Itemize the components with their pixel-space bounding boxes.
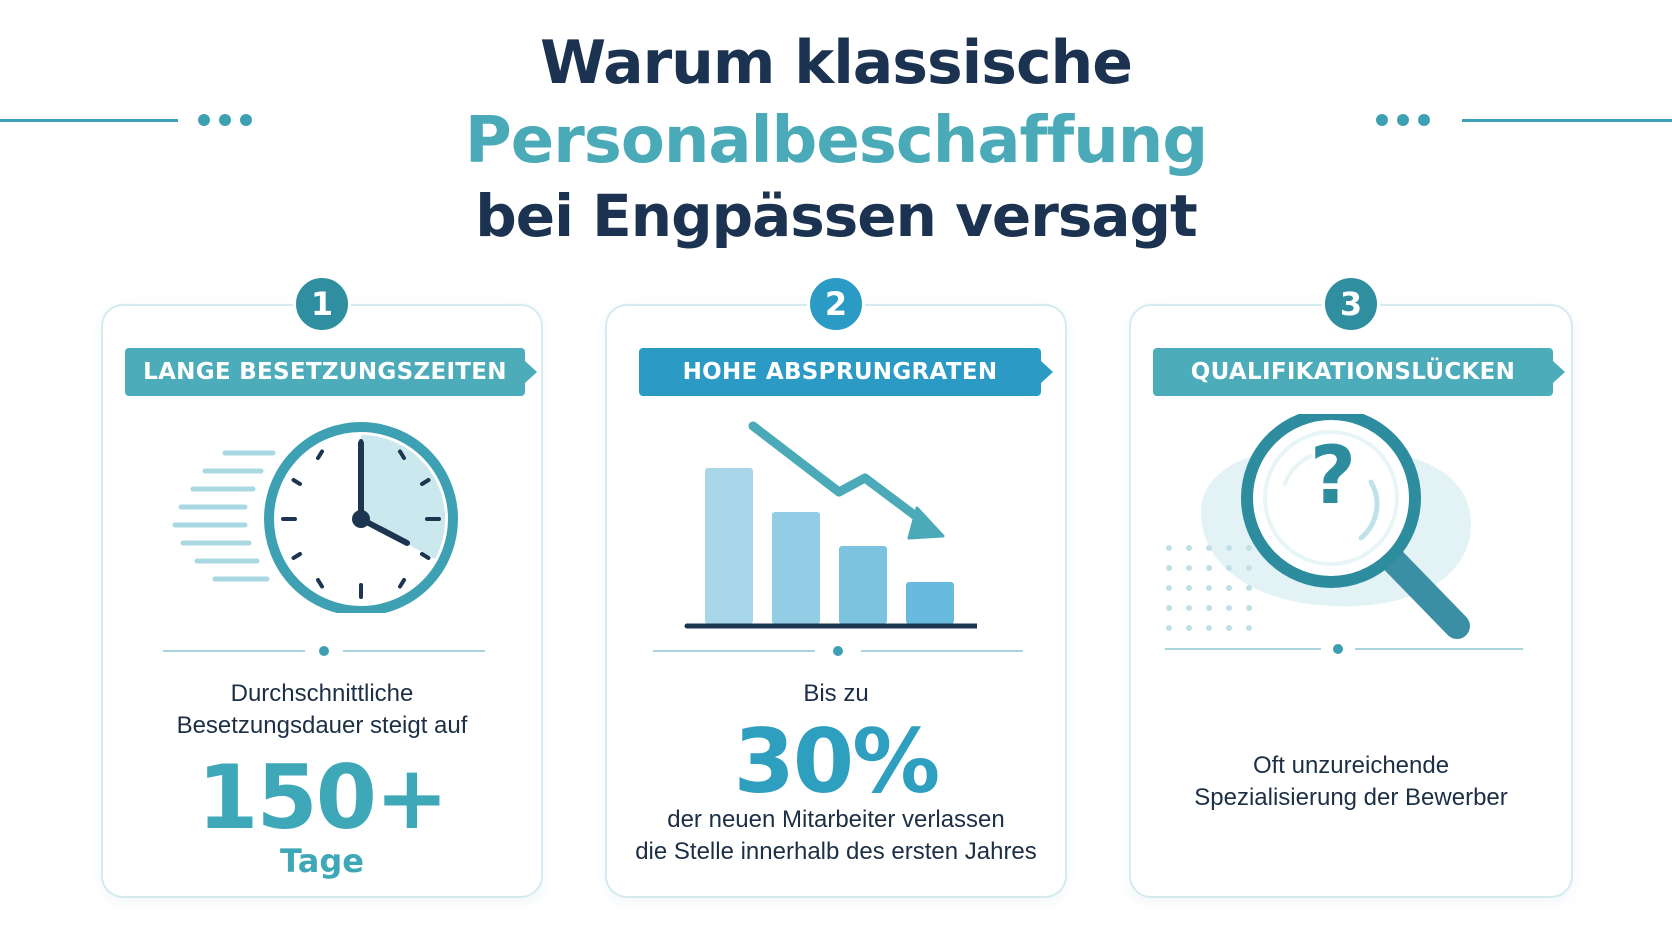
card-high-dropout: 2 HOHE ABSPRUNGRATEN Bis zu 30% der neue… xyxy=(605,275,1067,898)
clock-icon xyxy=(172,422,458,613)
step-number-badge: 2 xyxy=(807,275,865,333)
card-text-line-1: Oft unzureichende xyxy=(1252,752,1450,779)
title-line-3: bei Engpässen versagt xyxy=(475,182,1198,250)
card-label-banner: HOHE ABSPRUNGRATEN xyxy=(639,348,1053,396)
question-mark-glyph: ? xyxy=(1309,429,1357,522)
stat-value: 150+ xyxy=(197,746,448,849)
card-text-line-2: die Stelle innerhalb des ersten Jahres xyxy=(635,838,1037,865)
header-dots-right xyxy=(1376,114,1430,126)
divider-dot xyxy=(1333,644,1343,654)
step-number-badge: 3 xyxy=(1322,275,1380,333)
card-text-pre: Bis zu xyxy=(803,680,869,707)
divider-right xyxy=(1355,648,1523,650)
declining-bar-chart-icon xyxy=(684,421,977,629)
card-text-line-2: Besetzungsdauer steigt auf xyxy=(176,712,468,739)
divider-left xyxy=(653,650,815,652)
card-skill-gaps: 3 QUALIFIKATIONSLÜCKEN ? Oft unzureichen… xyxy=(1129,275,1573,898)
title-line-1: Warum klassische xyxy=(540,28,1133,98)
card-long-vacancy: 1 LANGE BESETZUNGSZEITEN xyxy=(101,275,543,898)
divider-dot xyxy=(319,646,329,656)
header-rule-right xyxy=(1462,119,1672,122)
divider-dot xyxy=(833,646,843,656)
stat-unit: Tage xyxy=(280,842,364,880)
stat-value: 30% xyxy=(733,710,941,813)
divider-right xyxy=(343,650,485,652)
step-number-badge: 1 xyxy=(293,275,351,333)
card-text-line-2: Spezialisierung der Bewerber xyxy=(1194,784,1508,811)
magnifier-question-icon xyxy=(1166,414,1471,639)
divider-left xyxy=(163,650,305,652)
card-text-line-1: Durchschnittliche xyxy=(230,680,414,707)
divider-left xyxy=(1165,648,1321,650)
header-dots-left xyxy=(198,114,252,126)
divider-right xyxy=(861,650,1023,652)
header-rule-left xyxy=(0,119,178,122)
title-line-2: Personalbeschaffung xyxy=(464,104,1208,178)
card-label-banner: QUALIFIKATIONSLÜCKEN xyxy=(1153,348,1565,396)
card-text-line-1: der neuen Mitarbeiter verlassen xyxy=(667,806,1005,833)
card-label-banner: LANGE BESETZUNGSZEITEN xyxy=(125,348,537,396)
